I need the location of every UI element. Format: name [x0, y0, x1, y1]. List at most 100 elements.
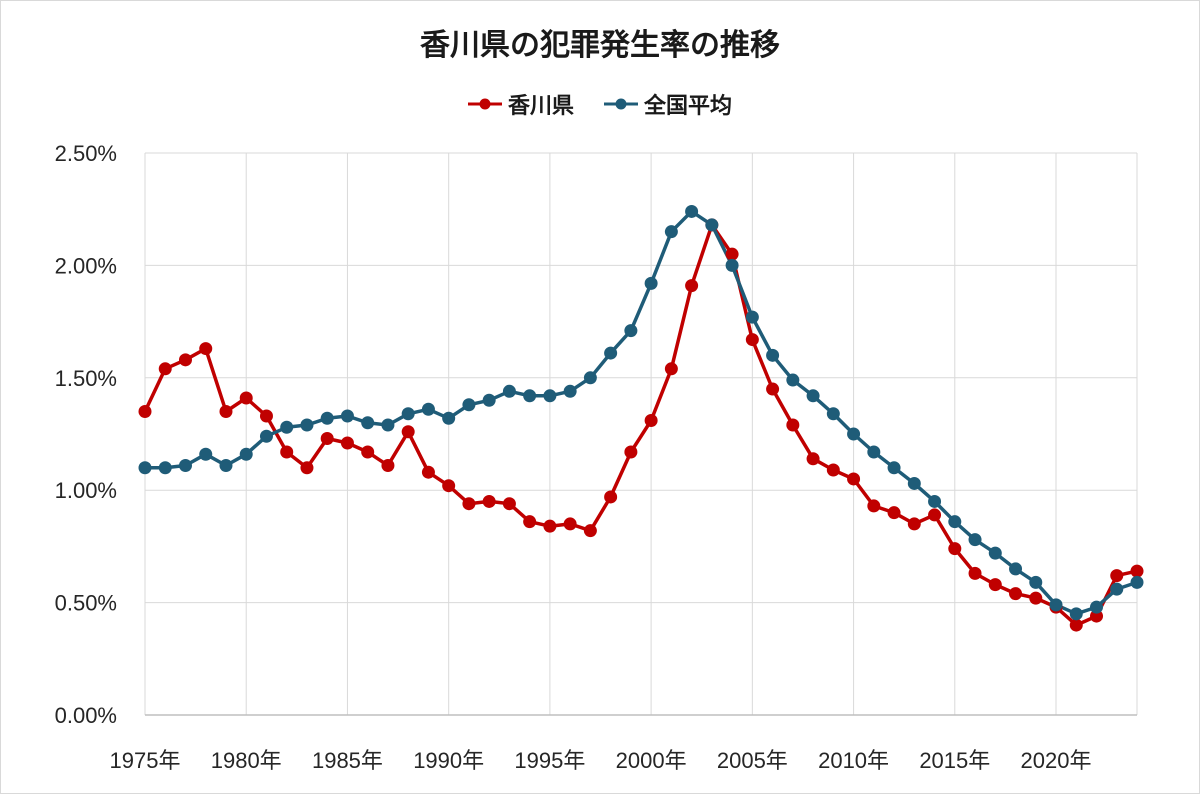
legend-marker-kagawa: [467, 98, 502, 110]
kagawa-data-point: [786, 418, 800, 432]
x-tick-label: 2000年: [616, 748, 687, 773]
x-tick-label: 2005年: [717, 748, 788, 773]
x-tick-label: 1995年: [514, 748, 585, 773]
national-data-point: [300, 418, 314, 432]
kagawa-data-point: [806, 452, 820, 466]
national-data-point: [340, 409, 354, 423]
kagawa-data-point: [1029, 591, 1043, 605]
national-data-point: [239, 447, 253, 461]
national-data-point: [523, 389, 537, 403]
kagawa-data-point: [826, 463, 840, 477]
kagawa-data-point: [523, 515, 537, 529]
national-data-point: [219, 458, 233, 472]
national-data-point: [624, 324, 638, 338]
national-data-point: [381, 418, 395, 432]
kagawa-data-point: [1110, 569, 1124, 583]
national-data-point: [847, 427, 861, 441]
x-tick-label: 2015年: [919, 748, 990, 773]
kagawa-data-point: [401, 425, 415, 439]
national-data-point: [482, 393, 496, 407]
kagawa-data-point: [138, 405, 152, 419]
kagawa-data-point: [320, 431, 334, 445]
national-data-point: [199, 447, 213, 461]
national-data-point: [928, 494, 942, 508]
national-series-line: [145, 209, 1138, 616]
national-data-point: [867, 445, 881, 459]
national-data-point: [280, 420, 294, 434]
y-tick-label: 0.00%: [55, 703, 117, 728]
national-data-point: [1090, 600, 1104, 614]
x-tick-label: 1975年: [110, 748, 181, 773]
y-tick-label: 1.50%: [55, 366, 117, 391]
national-data-point: [563, 384, 577, 398]
kagawa-data-point: [421, 465, 435, 479]
kagawa-data-point: [300, 461, 314, 475]
national-data-point: [1049, 598, 1063, 612]
national-data-point: [644, 276, 658, 290]
x-tick-label: 1980年: [211, 748, 282, 773]
national-data-point: [826, 407, 840, 421]
kagawa-data-point: [685, 279, 699, 293]
legend-marker-national: [604, 98, 638, 110]
legend-label-kagawa: 香川県: [507, 94, 574, 119]
kagawa-data-point: [968, 566, 982, 580]
kagawa-data-point: [907, 517, 921, 531]
chart-legend: 香川県 全国平均: [0, 88, 1200, 120]
national-data-point: [259, 429, 273, 443]
national-data-point: [158, 461, 172, 475]
kagawa-data-point: [604, 490, 618, 504]
national-data-point: [138, 461, 152, 475]
kagawa-data-point: [847, 472, 861, 486]
y-tick-label: 0.50%: [55, 591, 117, 616]
national-data-point: [178, 458, 192, 472]
national-data-point: [421, 402, 435, 416]
national-data-point: [1110, 582, 1124, 596]
national-data-point: [320, 411, 334, 425]
x-tick-label: 2020年: [1021, 748, 1092, 773]
national-data-point: [988, 546, 1002, 560]
chart-title: 香川県の犯罪発生率の推移: [420, 28, 780, 63]
national-data-point: [1009, 562, 1023, 576]
legend-item-kagawa: 香川県: [467, 88, 574, 120]
national-data-point: [907, 476, 921, 490]
national-data-point: [462, 398, 476, 412]
x-tick-label: 1990年: [413, 748, 484, 773]
kagawa-data-point: [442, 479, 456, 493]
kagawa-data-point: [178, 353, 192, 367]
national-data-point: [1069, 607, 1083, 621]
kagawa-data-point: [1069, 618, 1083, 632]
national-data-point: [887, 461, 901, 475]
kagawa-data-point: [725, 247, 739, 261]
national-data-point: [1029, 575, 1043, 589]
kagawa-data-point: [239, 391, 253, 405]
national-data-point: [401, 407, 415, 421]
y-tick-label: 2.50%: [55, 141, 117, 166]
kagawa-data-point: [928, 508, 942, 522]
kagawa-data-point: [988, 578, 1002, 592]
kagawa-data-point: [583, 524, 597, 538]
national-data-point: [786, 373, 800, 387]
kagawa-data-point: [664, 362, 678, 376]
kagawa-data-point: [340, 436, 354, 450]
kagawa-data-point: [502, 497, 516, 511]
national-data-point: [361, 416, 375, 430]
y-tick-label: 2.00%: [55, 253, 117, 278]
kagawa-data-point: [766, 382, 780, 396]
kagawa-data-point: [887, 506, 901, 520]
kagawa-data-point: [1090, 609, 1104, 623]
national-data-point: [664, 225, 678, 239]
national-data-point: [1130, 575, 1144, 589]
kagawa-data-point: [543, 519, 557, 533]
national-data-point: [442, 411, 456, 425]
kagawa-data-point: [745, 333, 759, 347]
national-data-point: [604, 346, 618, 360]
kagawa-data-point: [462, 497, 476, 511]
legend-item-national: 全国平均: [604, 88, 732, 120]
kagawa-data-point: [867, 499, 881, 513]
national-data-point: [745, 310, 759, 324]
kagawa-data-point: [199, 342, 213, 356]
x-tick-label: 1985年: [312, 748, 383, 773]
national-data-point: [948, 515, 962, 529]
